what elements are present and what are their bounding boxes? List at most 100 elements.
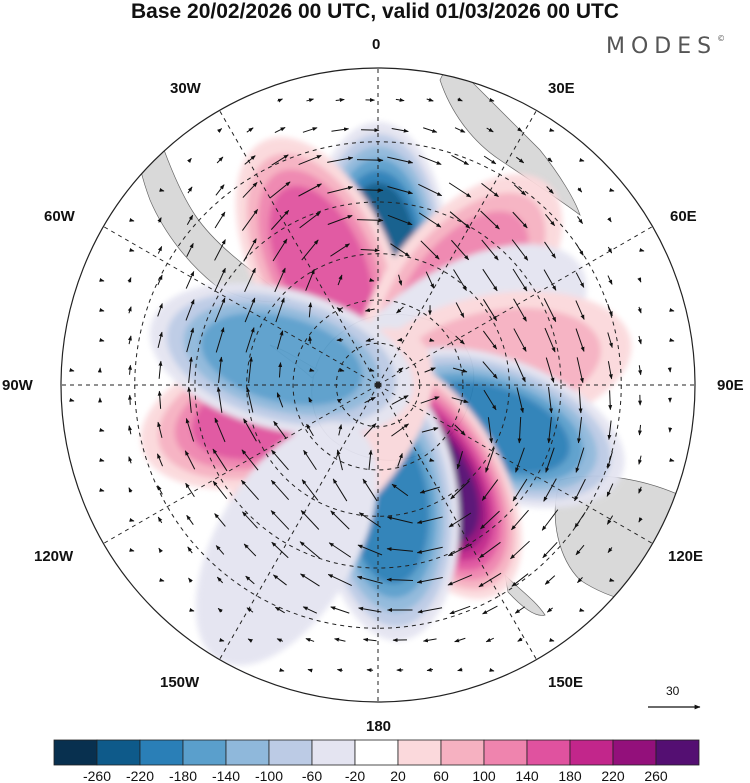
wind-arrow [479, 541, 501, 559]
wind-arrow [607, 217, 612, 223]
wind-arrow [578, 386, 583, 414]
lon-label-90w: 90W [2, 377, 33, 394]
wind-arrow [638, 486, 643, 494]
wind-arrow [543, 269, 557, 291]
wind-arrow [487, 417, 494, 444]
wind-arrow [215, 327, 225, 353]
latitude-circle [194, 201, 562, 569]
wind-arrow [575, 447, 585, 473]
graticule [61, 68, 695, 702]
wind-arrow [157, 331, 163, 349]
wind-arrow [609, 577, 615, 582]
wind-arrow [544, 327, 556, 353]
wind-arrow [416, 546, 443, 554]
wind-arrow [387, 156, 414, 164]
wind-arrow [270, 479, 290, 501]
wind-arrow [638, 455, 642, 465]
meridian-line [377, 384, 537, 660]
wind-arrow [215, 184, 225, 196]
wind-arrow [186, 214, 194, 226]
wind-arrow [420, 240, 440, 260]
meridian-line [377, 384, 653, 544]
wind-arrow [482, 605, 498, 615]
colorbar-tick-label: 100 [472, 768, 496, 783]
wind-arrow [212, 448, 228, 472]
wind-arrow [574, 511, 586, 529]
wind-arrow [214, 211, 226, 229]
wind-arrow [637, 335, 642, 345]
colorbar-tick-label: 260 [644, 768, 668, 783]
wind-arrow [387, 186, 413, 195]
wind-arrow [246, 127, 254, 133]
wind-arrow [271, 541, 289, 559]
wind-arrow [546, 607, 553, 613]
wind-arrow [364, 396, 376, 404]
colorbar-swatch [397, 739, 442, 766]
wind-arrow [421, 427, 439, 433]
colorbar-tick-label: -20 [345, 768, 365, 783]
wind-arrow [457, 667, 463, 672]
wind-arrow [247, 638, 254, 643]
wind-arrow [511, 509, 529, 531]
wind-arrow [417, 607, 443, 614]
wind-arrow [245, 327, 255, 353]
wind-arrow [336, 307, 344, 313]
wind-arrow [512, 268, 528, 292]
wind-arrow [386, 547, 413, 552]
polar-map [60, 67, 701, 710]
wind-arrow [276, 392, 284, 408]
lon-label-180: 180 [366, 718, 392, 735]
wind-arrow [159, 577, 165, 582]
wind-arrow [386, 516, 413, 524]
wind-arrow [279, 667, 285, 672]
anomaly-contour-fill [195, 421, 378, 666]
wind-arrow [69, 367, 75, 372]
wind-arrow [336, 449, 343, 471]
wind-arrow [452, 367, 468, 373]
wind-arrow [246, 607, 254, 613]
wind-arrow [515, 447, 525, 473]
wind-arrow [330, 243, 350, 257]
colorbar: -260 -220 -180 -140 -100 -60 -20 20 60 100 140 180 2… [53, 739, 700, 783]
wind-arrow [638, 365, 643, 376]
wind-arrow [328, 542, 352, 558]
wind-arrow [356, 188, 384, 193]
wind-arrow [241, 209, 259, 231]
wind-arrow [480, 510, 500, 530]
wind-arrow [158, 360, 163, 379]
wind-arrow [300, 573, 320, 587]
wind-arrow [215, 545, 225, 555]
wind-arrow [418, 155, 442, 165]
wind-arrow [212, 480, 228, 500]
wind-arrow [308, 335, 313, 344]
wind-arrow [273, 574, 287, 586]
wind-arrow [579, 607, 585, 612]
modes-logo: MODES© [606, 34, 725, 59]
wind-arrow [607, 361, 613, 380]
wind-arrow [387, 214, 413, 226]
wind-arrow [511, 573, 529, 587]
wind-arrow [482, 268, 498, 292]
wind-arrow [248, 356, 253, 383]
wind-arrow [187, 386, 192, 413]
wind-arrow [547, 157, 553, 163]
wind-arrow [576, 244, 584, 256]
wind-arrow [214, 267, 226, 293]
wind-arrow [240, 479, 260, 501]
colorbar-tick-label: 20 [390, 768, 406, 783]
wind-arrow [186, 327, 195, 353]
wind-arrow [214, 297, 226, 323]
wind-arrow [482, 299, 498, 322]
wind-arrow [545, 447, 555, 473]
wind-arrow [547, 417, 552, 444]
wind-arrow [543, 478, 557, 502]
wind-arrow [356, 218, 384, 223]
wind-arrow [186, 242, 194, 257]
wind-arrow [429, 457, 435, 462]
wind-arrow [577, 187, 583, 193]
wind-arrow [637, 306, 642, 314]
wind-arrow [426, 667, 433, 672]
wind-arrow [216, 128, 223, 133]
wind-arrow [391, 127, 409, 133]
wind-arrow [575, 300, 585, 320]
